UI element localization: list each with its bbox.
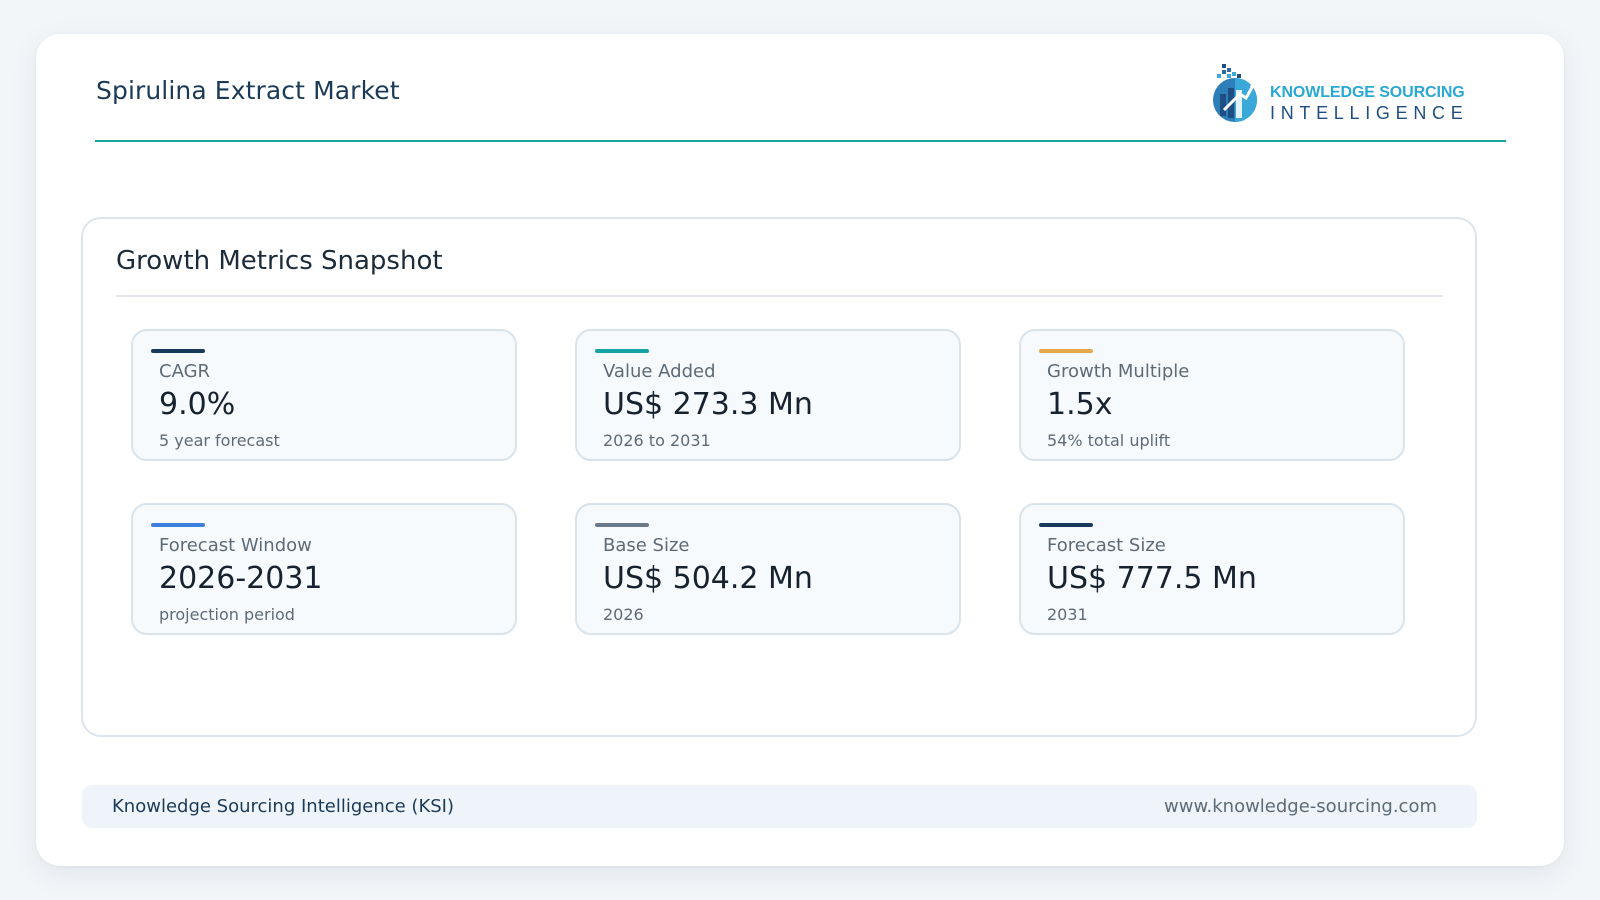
card-value: US$ 777.5 Mn	[1047, 561, 1257, 596]
metric-card-cagr: CAGR 9.0% 5 year forecast	[131, 329, 517, 461]
metric-card-value-added: Value Added US$ 273.3 Mn 2026 to 2031	[575, 329, 961, 461]
card-label: Forecast Window	[159, 535, 312, 556]
metric-card-forecast-window: Forecast Window 2026-2031 projection per…	[131, 503, 517, 635]
company-logo[interactable]: KNOWLEDGE SOURCING INTELLIGENCE	[1210, 60, 1470, 128]
card-value: US$ 504.2 Mn	[603, 561, 813, 596]
metric-card-base-size: Base Size US$ 504.2 Mn 2026	[575, 503, 961, 635]
metrics-panel	[81, 217, 1477, 737]
footer-website-link[interactable]: www.knowledge-sourcing.com	[1164, 796, 1437, 817]
footer-company-name: Knowledge Sourcing Intelligence (KSI)	[112, 796, 455, 817]
card-subtext: 2031	[1047, 605, 1088, 624]
metric-card-forecast-size: Forecast Size US$ 777.5 Mn 2031	[1019, 503, 1405, 635]
card-subtext: 5 year forecast	[159, 431, 280, 450]
card-accent-bar	[1039, 349, 1093, 353]
card-label: Base Size	[603, 535, 690, 556]
card-accent-bar	[151, 523, 205, 527]
card-value: 1.5x	[1047, 387, 1113, 422]
card-accent-bar	[595, 523, 649, 527]
card-subtext: 2026	[603, 605, 644, 624]
card-subtext: projection period	[159, 605, 295, 624]
card-subtext: 2026 to 2031	[603, 431, 711, 450]
panel-divider	[116, 295, 1443, 297]
card-value: 9.0%	[159, 387, 236, 422]
ksi-logo-icon	[1213, 64, 1258, 122]
card-label: Forecast Size	[1047, 535, 1166, 556]
card-accent-bar	[1039, 523, 1093, 527]
card-label: Growth Multiple	[1047, 361, 1190, 382]
footer-bar: Knowledge Sourcing Intelligence (KSI) ww…	[82, 785, 1477, 828]
panel-title: Growth Metrics Snapshot	[116, 246, 443, 276]
card-value: 2026-2031	[159, 561, 323, 596]
card-accent-bar	[595, 349, 649, 353]
logo-text-line2: INTELLIGENCE	[1270, 103, 1469, 123]
metric-card-growth-multiple: Growth Multiple 1.5x 54% total uplift	[1019, 329, 1405, 461]
card-accent-bar	[151, 349, 205, 353]
page-title: Spirulina Extract Market	[96, 76, 400, 105]
card-label: Value Added	[603, 361, 716, 382]
card-label: CAGR	[159, 361, 211, 382]
card-subtext: 54% total uplift	[1047, 431, 1171, 450]
card-value: US$ 273.3 Mn	[603, 387, 813, 422]
header-divider	[95, 140, 1506, 142]
logo-text-line1: KNOWLEDGE SOURCING	[1270, 84, 1465, 101]
